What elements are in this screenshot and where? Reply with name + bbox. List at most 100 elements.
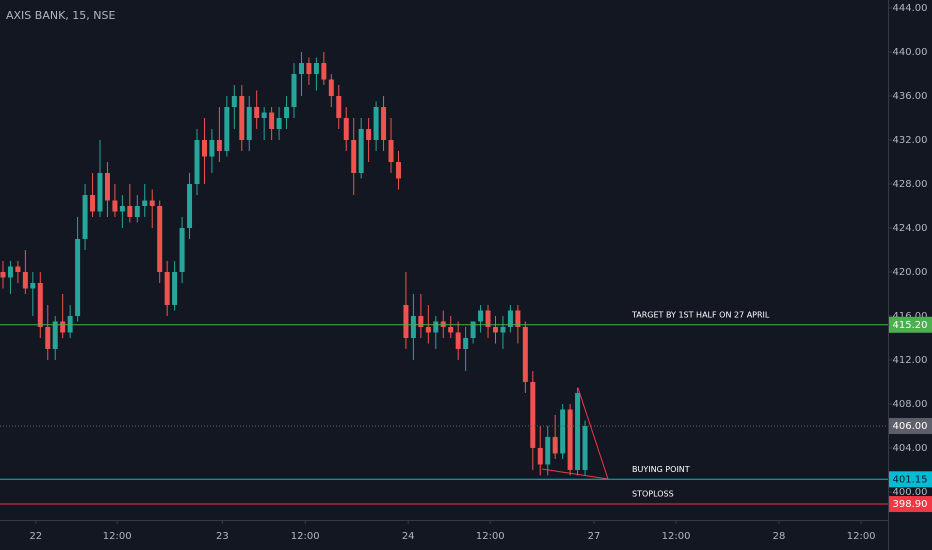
candle-body [395, 162, 401, 179]
candle-body [336, 96, 342, 119]
candle-body [492, 326, 498, 333]
x-tick-label: 24 [402, 531, 415, 542]
candle-body [172, 271, 178, 305]
candle-body [231, 96, 237, 108]
x-tick-label: 12:00 [476, 531, 505, 542]
price-tag [889, 417, 932, 434]
annotation: STOPLOSS [632, 490, 674, 499]
candle-body [60, 321, 66, 333]
candle-body [448, 326, 454, 333]
y-tick-label: 400.00 [893, 487, 928, 498]
candle-body [530, 381, 536, 448]
candle-body [567, 409, 573, 470]
x-tick-label: 12:00 [291, 531, 320, 542]
candle-body [201, 140, 207, 157]
candle-body [373, 107, 379, 141]
candle-body [209, 140, 215, 157]
candle-body [433, 321, 439, 333]
candle-body [507, 310, 513, 327]
candle-body [552, 436, 558, 454]
price-tag [889, 496, 932, 513]
y-tick-label: 432.00 [893, 135, 928, 146]
candle-body [246, 107, 252, 141]
y-tick-label: 416.00 [893, 311, 928, 322]
chart-title: AXIS BANK, 15, NSE [6, 9, 115, 22]
candle-body [239, 96, 245, 141]
candle-body [545, 436, 551, 465]
candle-body [276, 118, 282, 130]
candle-body [149, 200, 155, 206]
x-tick-label: 27 [588, 531, 601, 542]
candle-body [291, 74, 297, 108]
price-tag [889, 471, 932, 488]
candle-body [515, 310, 521, 327]
candle-body [298, 63, 304, 75]
candle-body [254, 107, 260, 119]
candle-body [157, 205, 163, 272]
annotation: TARGET BY 1ST HALF ON 27 APRIL [631, 310, 770, 319]
candle-body [410, 315, 416, 338]
y-tick-label: 420.00 [893, 267, 928, 278]
price-tag-label: 415.20 [893, 320, 928, 331]
x-tick-label: 12:00 [103, 531, 132, 542]
candle-body [194, 140, 200, 185]
candle-body [381, 107, 387, 141]
candle-body [75, 238, 81, 316]
candle-body [67, 315, 73, 333]
candle-body [418, 315, 424, 327]
price-tag [889, 316, 932, 333]
pattern-line [541, 468, 609, 480]
candle-body [119, 205, 125, 212]
candle-body [179, 227, 185, 272]
price-tag-label: 401.15 [893, 474, 928, 485]
candle-body [37, 282, 43, 327]
x-tick-label: 12:00 [847, 531, 876, 542]
candle-body [112, 200, 118, 212]
candle-body [313, 63, 319, 75]
candle-body [403, 304, 409, 338]
y-tick-label: 436.00 [893, 91, 928, 102]
candle-body [164, 271, 170, 305]
candle-body [366, 129, 372, 141]
candle-body [478, 310, 484, 322]
candle-body [284, 107, 290, 119]
candle-body [470, 321, 476, 338]
y-tick-label: 424.00 [893, 223, 928, 234]
y-tick-label: 444.00 [893, 3, 928, 14]
candle-body [328, 79, 334, 97]
candle-body [358, 129, 364, 174]
y-tick-label: 440.00 [893, 47, 928, 58]
candle-body [485, 310, 491, 327]
candle-body [52, 321, 58, 349]
candle-body [0, 271, 6, 278]
candle-body [30, 282, 36, 289]
candle-body [440, 321, 446, 327]
price-tag-label: 406.00 [893, 421, 928, 432]
candle-body [134, 205, 140, 217]
y-tick-label: 408.00 [893, 399, 928, 410]
y-tick-label: 404.00 [893, 443, 928, 454]
x-tick-label: 22 [29, 531, 42, 542]
price-tag-label: 398.90 [893, 499, 928, 510]
candle-body [560, 409, 566, 454]
candle-body [15, 266, 21, 272]
y-tick-label: 412.00 [893, 355, 928, 366]
candle-body [97, 173, 103, 212]
candle-body [7, 266, 13, 278]
candle-body [45, 326, 51, 349]
candle-body [321, 63, 327, 80]
candle-body [575, 392, 581, 470]
candle-body [425, 326, 431, 333]
candle-body [127, 205, 133, 217]
x-tick-label: 23 [216, 531, 229, 542]
candle-body [537, 447, 543, 465]
x-tick-label: 12:00 [662, 531, 691, 542]
candle-body [500, 326, 506, 333]
candle-body [351, 140, 357, 174]
candle-body [142, 200, 148, 206]
candle-body [582, 425, 588, 470]
y-tick-label: 428.00 [893, 179, 928, 190]
